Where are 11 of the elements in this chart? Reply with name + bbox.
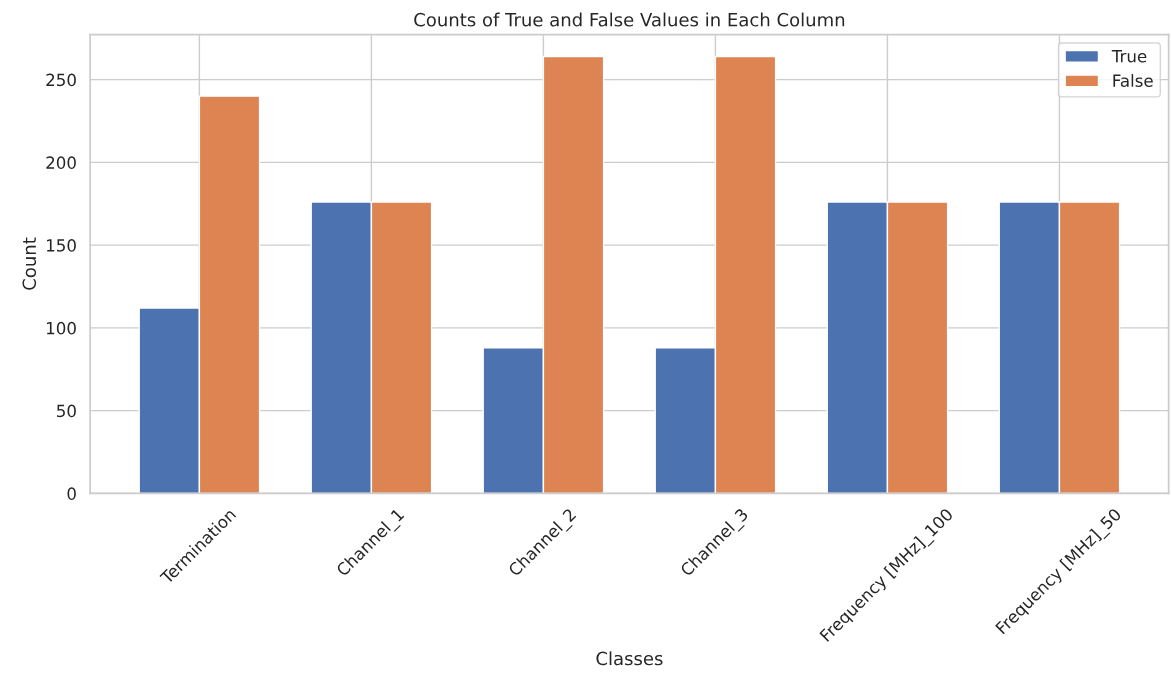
x-axis-title: Classes — [596, 651, 663, 666]
y-tick-label: 150 — [46, 239, 76, 252]
legend-label: True — [1111, 50, 1147, 63]
chart-title: Counts of True and False Values in Each Column — [414, 12, 845, 27]
y-tick-label: 100 — [46, 321, 76, 335]
y-tick-label: 0 — [67, 487, 76, 500]
y-tick-label: 250 — [46, 73, 76, 87]
legend-label: False — [1113, 74, 1153, 87]
y-tick-label: 200 — [46, 156, 76, 169]
y-axis-title: Count — [22, 237, 37, 290]
y-tick-label: 50 — [57, 404, 76, 418]
